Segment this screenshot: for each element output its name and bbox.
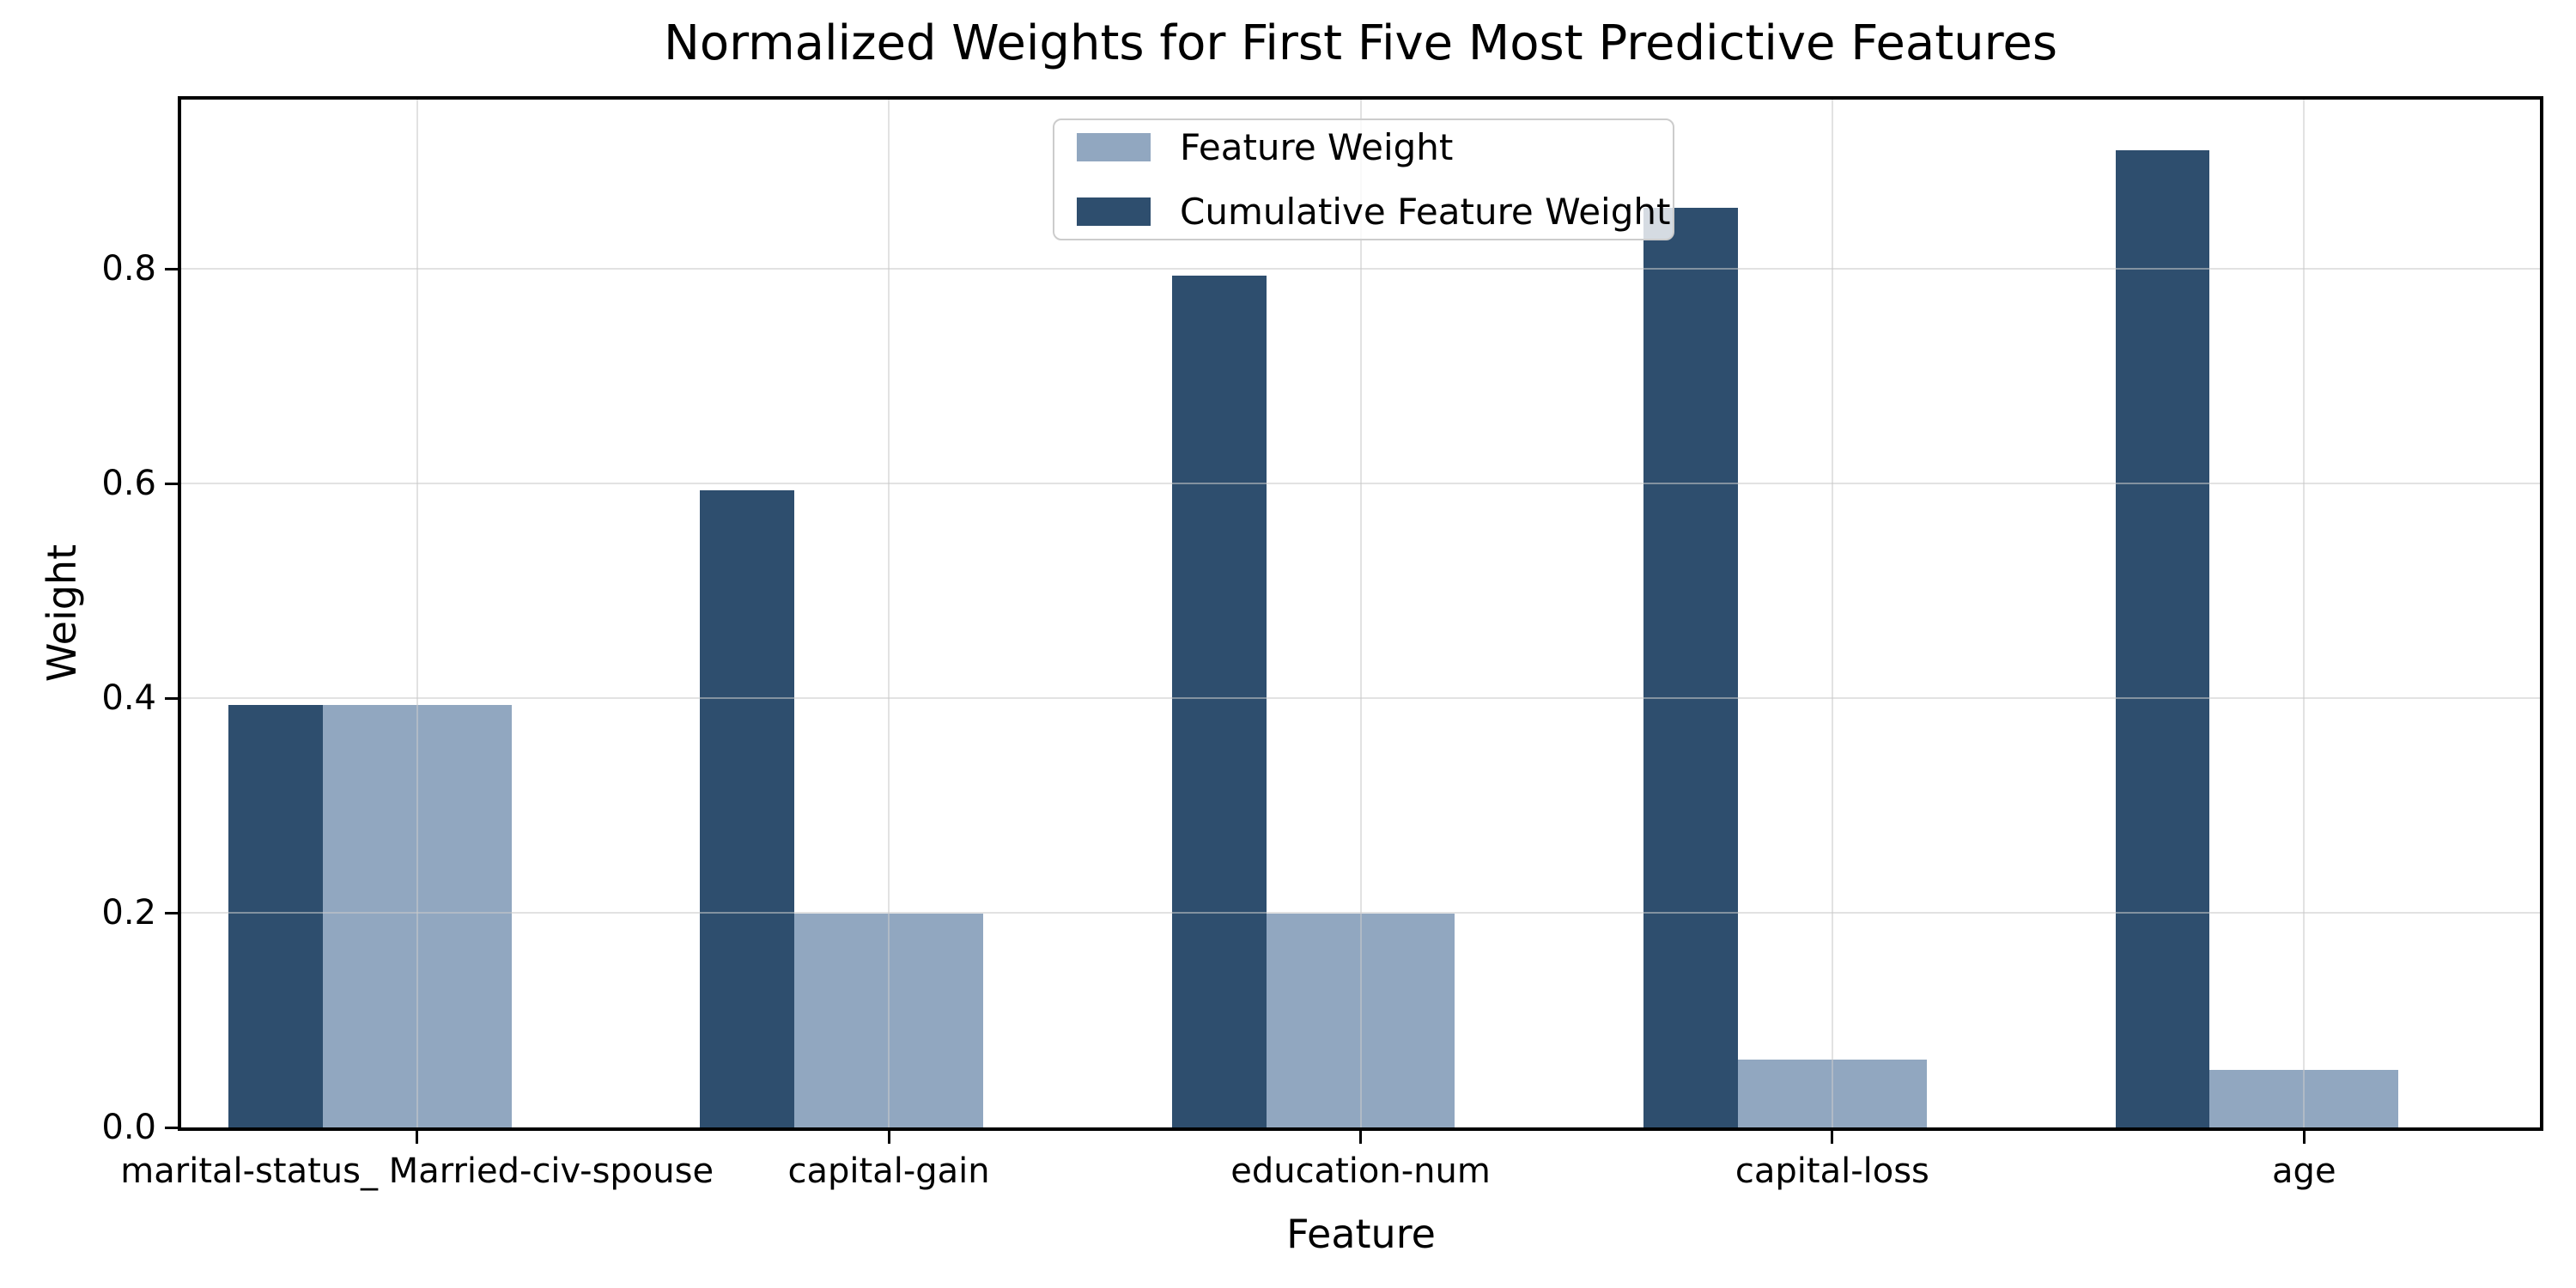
- legend-item: Cumulative Feature Weight: [1077, 191, 1670, 233]
- y-tick-label: 0.2: [101, 893, 156, 933]
- legend: Feature Weight Cumulative Feature Weight: [1053, 118, 1674, 240]
- x-tick-mark: [887, 1131, 890, 1144]
- y-tick-label: 0.6: [101, 464, 156, 504]
- legend-label: Cumulative Feature Weight: [1180, 191, 1671, 233]
- bar-cumulative-feature-weight: [2115, 149, 2210, 1127]
- plot-spine-left: [178, 96, 181, 1131]
- legend-item: Feature Weight: [1077, 126, 1650, 168]
- legend-label: Feature Weight: [1180, 126, 1454, 168]
- y-tick-label: 0.0: [101, 1108, 156, 1147]
- legend-swatch-cumulative-feature-weight: [1077, 197, 1151, 226]
- plot-spine-right: [2540, 96, 2543, 1131]
- plot-spine-bottom: [178, 1127, 2543, 1131]
- y-tick-mark: [165, 482, 178, 485]
- plot-area: [178, 96, 2543, 1131]
- y-tick-label: 0.4: [101, 678, 156, 719]
- y-tick-mark: [165, 267, 178, 270]
- y-tick-label: 0.8: [101, 249, 156, 289]
- x-tick-mark: [2302, 1131, 2306, 1144]
- gridline-vertical: [416, 100, 418, 1127]
- gridline-vertical: [888, 100, 890, 1127]
- bar-cumulative-feature-weight: [700, 489, 795, 1127]
- y-axis-label: Weight: [39, 544, 85, 683]
- x-axis-label: Feature: [1286, 1211, 1436, 1257]
- gridline-vertical: [1359, 100, 1362, 1127]
- gridline-vertical: [1831, 100, 1833, 1127]
- legend-swatch-feature-weight: [1077, 133, 1151, 161]
- bar-cumulative-feature-weight: [228, 704, 323, 1127]
- gridline-vertical: [2303, 100, 2306, 1127]
- x-tick-mark: [1359, 1131, 1362, 1144]
- x-tick-label: age: [2272, 1151, 2336, 1191]
- x-tick-label: capital-loss: [1735, 1151, 1929, 1191]
- chart-title: Normalized Weights for First Five Most P…: [663, 15, 2058, 71]
- x-tick-label: education-num: [1230, 1151, 1491, 1191]
- x-tick-mark: [1831, 1131, 1834, 1144]
- bar-cumulative-feature-weight: [1171, 275, 1267, 1127]
- x-tick-label: capital-gain: [787, 1151, 990, 1191]
- bar-cumulative-feature-weight: [1643, 208, 1738, 1127]
- y-tick-mark: [165, 911, 178, 914]
- y-tick-mark: [165, 696, 178, 700]
- x-tick-mark: [416, 1131, 419, 1144]
- plot-spine-top: [178, 96, 2543, 100]
- y-tick-mark: [165, 1126, 178, 1129]
- x-tick-label: marital-status_ Married-civ-spouse: [120, 1151, 714, 1191]
